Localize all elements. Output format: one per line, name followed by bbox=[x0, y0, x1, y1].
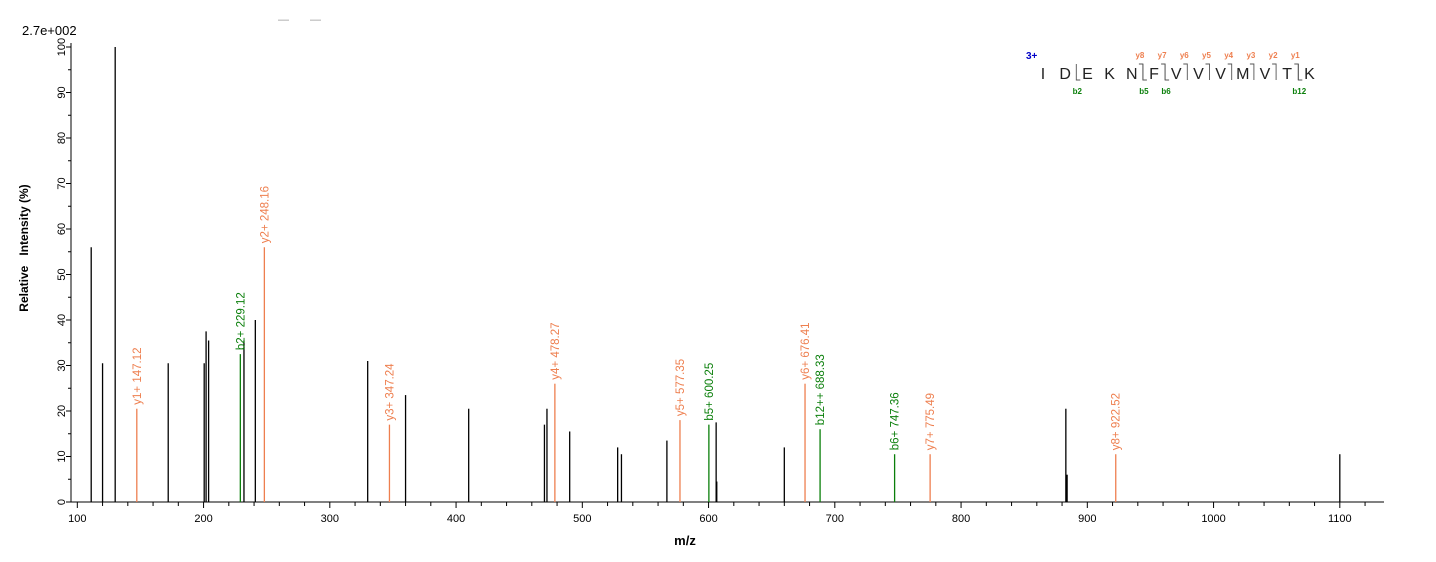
sequence-residue: D bbox=[1059, 66, 1071, 83]
peak-label: y4+ 478.27 bbox=[550, 322, 562, 379]
y-fragment-mark bbox=[1249, 63, 1255, 80]
legend-dash-1: — bbox=[278, 14, 289, 26]
b-fragment-mark bbox=[1164, 64, 1170, 81]
y-tick-label: 50 bbox=[56, 268, 68, 280]
y-fragment-label: y8 bbox=[1135, 51, 1144, 60]
b-fragment-label: b12 bbox=[1292, 87, 1306, 96]
y-tick-label: 0 bbox=[56, 499, 68, 505]
x-tick-label: 700 bbox=[826, 513, 844, 525]
sequence-residue: V bbox=[1215, 66, 1226, 83]
peak-labels: y1+ 147.12 b2+ 229.12 y2+ 248.16 y3+ 347.24… bbox=[132, 186, 1123, 450]
y-tick-label: 100 bbox=[56, 38, 68, 56]
b-fragment-mark bbox=[1297, 64, 1303, 81]
y-tick-label: 30 bbox=[56, 359, 68, 371]
sequence-residue: M bbox=[1236, 66, 1249, 83]
y-tick-label: 80 bbox=[56, 132, 68, 144]
y-tick-label: 60 bbox=[56, 223, 68, 235]
y-tick-label: 20 bbox=[56, 405, 68, 417]
y-fragment-mark bbox=[1205, 63, 1210, 80]
x-tick-label: 200 bbox=[194, 513, 212, 525]
y-fragment-label: y7 bbox=[1158, 51, 1167, 60]
sequence-residue: V bbox=[1260, 66, 1271, 83]
peaks bbox=[90, 47, 1341, 502]
peak-label: y3+ 347.24 bbox=[384, 363, 396, 421]
y-tick-label: 90 bbox=[56, 86, 68, 98]
sequence-residue: T bbox=[1282, 66, 1292, 83]
sequence-residue: I bbox=[1041, 66, 1045, 83]
charge-state: 3+ bbox=[1026, 51, 1038, 62]
max-intensity-label: 2.7e+002 bbox=[22, 23, 77, 38]
y-fragment-label: y4 bbox=[1224, 51, 1233, 60]
x-tick-label: 500 bbox=[573, 513, 591, 525]
x-tick-label: 300 bbox=[321, 513, 339, 525]
x-tick-label: 800 bbox=[952, 513, 970, 525]
peak-label: y6+ 676.41 bbox=[800, 322, 812, 379]
y-fragment-mark bbox=[1272, 63, 1277, 80]
y-fragment-mark bbox=[1161, 63, 1166, 80]
sequence-residue: F bbox=[1149, 66, 1159, 83]
sequence-residue: N bbox=[1126, 66, 1138, 83]
peak-label: y8+ 922.52 bbox=[1111, 393, 1123, 450]
b-fragment-mark bbox=[1075, 64, 1081, 81]
b-fragment-label: b5 bbox=[1139, 87, 1149, 96]
y-tick-label: 40 bbox=[56, 314, 68, 326]
peak-label: y5+ 577.35 bbox=[675, 359, 687, 416]
peak-label: y1+ 147.12 bbox=[132, 347, 144, 404]
y-fragment-mark bbox=[1227, 63, 1233, 80]
y-fragment-mark bbox=[1294, 63, 1299, 80]
x-tick-label: 1000 bbox=[1201, 513, 1225, 525]
y-fragment-label: y1 bbox=[1291, 51, 1300, 60]
b-fragment-label: b6 bbox=[1161, 87, 1171, 96]
x-tick-label: 400 bbox=[447, 513, 465, 525]
x-axis-label: m/z bbox=[674, 533, 696, 548]
y-fragment-label: y5 bbox=[1202, 51, 1211, 60]
peak-label: y7+ 775.49 bbox=[925, 393, 937, 450]
sequence-residue: V bbox=[1171, 66, 1182, 83]
peak-label: b5+ 600.25 bbox=[704, 363, 716, 421]
x-tick-label: 600 bbox=[699, 513, 717, 525]
y-fragment-mark bbox=[1138, 63, 1144, 80]
sequence-residue: K bbox=[1304, 66, 1315, 83]
y-tick-label: 10 bbox=[56, 450, 68, 462]
y-tick-label: 70 bbox=[56, 177, 68, 189]
sequence-residue: V bbox=[1193, 66, 1204, 83]
y-axis-label: Relative Intensity (%) bbox=[17, 184, 31, 311]
peak-label: b6+ 747.36 bbox=[890, 392, 902, 450]
peak-label: y2+ 248.16 bbox=[259, 186, 271, 243]
legend-dash-2: — bbox=[310, 14, 321, 26]
y-fragment-mark bbox=[1183, 63, 1188, 80]
b-fragment-label: b2 bbox=[1073, 87, 1083, 96]
sequence-residue: K bbox=[1104, 66, 1115, 83]
axes: 0 10 20 30 40 50 60 70 80 90 100 100 200 300 400 500 600… bbox=[56, 38, 1384, 525]
peak-label: b2+ 229.12 bbox=[235, 292, 247, 350]
y-fragment-label: y2 bbox=[1269, 51, 1278, 60]
x-tick-label: 900 bbox=[1078, 513, 1096, 525]
peak-label: b12++ 688.33 bbox=[815, 354, 827, 425]
x-tick-label: 1100 bbox=[1328, 513, 1352, 525]
y-fragment-label: y3 bbox=[1246, 51, 1255, 60]
sequence-residue: E bbox=[1082, 66, 1093, 83]
b-fragment-mark bbox=[1142, 64, 1147, 81]
y-fragment-label: y6 bbox=[1180, 51, 1189, 60]
x-tick-label: 100 bbox=[68, 513, 86, 525]
